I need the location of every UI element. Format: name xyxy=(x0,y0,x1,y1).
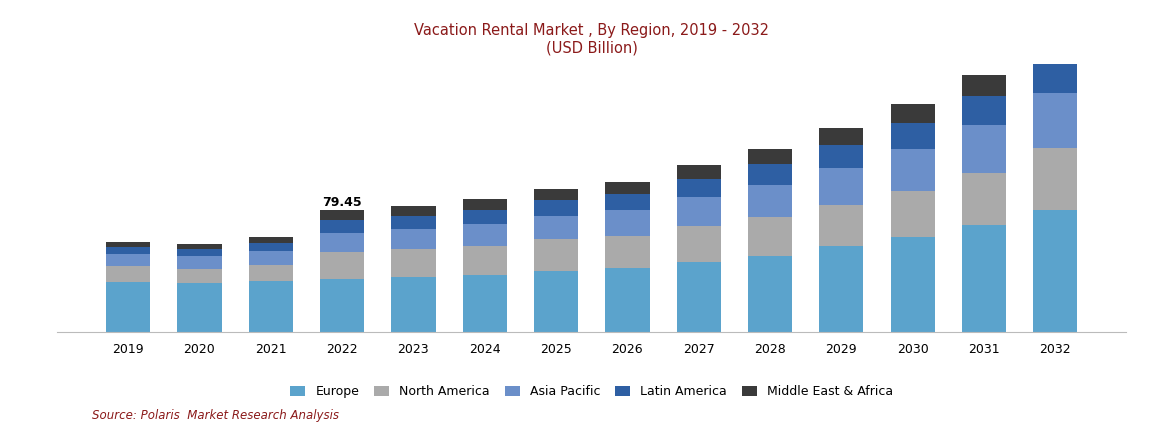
Bar xyxy=(319,210,364,220)
Bar xyxy=(890,191,935,237)
Bar xyxy=(819,145,864,168)
Bar xyxy=(890,149,935,191)
Bar xyxy=(890,123,935,149)
Bar xyxy=(534,239,578,271)
Bar xyxy=(319,233,364,252)
Bar xyxy=(748,256,792,332)
Bar xyxy=(248,251,293,265)
Bar xyxy=(819,127,864,145)
Bar xyxy=(606,210,649,236)
Bar xyxy=(677,262,720,332)
Bar xyxy=(748,217,792,256)
Bar xyxy=(748,149,792,164)
Bar xyxy=(819,246,864,332)
Bar xyxy=(748,164,792,185)
Bar xyxy=(319,279,364,332)
Bar xyxy=(177,244,222,250)
Bar xyxy=(106,266,151,282)
Bar xyxy=(106,282,151,332)
Bar xyxy=(534,271,578,332)
Bar xyxy=(606,182,649,194)
Bar xyxy=(463,275,507,332)
Bar xyxy=(962,173,1007,225)
Bar xyxy=(819,168,864,205)
Bar xyxy=(890,237,935,332)
Bar xyxy=(463,246,507,275)
Bar xyxy=(1033,93,1078,148)
Bar xyxy=(962,75,1007,96)
Bar xyxy=(106,254,151,266)
Bar xyxy=(1033,59,1078,93)
Bar xyxy=(106,242,151,247)
Text: Source: Polaris  Market Research Analysis: Source: Polaris Market Research Analysis xyxy=(92,409,339,422)
Bar xyxy=(177,269,222,283)
Bar xyxy=(106,247,151,254)
Bar xyxy=(1033,35,1078,59)
Title: Vacation Rental Market , By Region, 2019 - 2032
(USD Billion): Vacation Rental Market , By Region, 2019… xyxy=(415,23,769,56)
Bar xyxy=(463,199,507,210)
Bar xyxy=(248,265,293,281)
Bar xyxy=(606,236,649,268)
Bar xyxy=(177,283,222,332)
Bar xyxy=(319,220,364,233)
Bar xyxy=(1033,210,1078,332)
Bar xyxy=(248,243,293,251)
Bar xyxy=(534,189,578,200)
Bar xyxy=(177,250,222,256)
Bar xyxy=(962,96,1007,125)
Bar xyxy=(677,165,720,179)
Bar xyxy=(534,216,578,239)
Text: 79.45: 79.45 xyxy=(322,196,362,209)
Bar xyxy=(677,227,720,262)
Bar xyxy=(606,194,649,210)
Bar xyxy=(392,216,435,229)
Bar xyxy=(677,197,720,227)
Bar xyxy=(319,252,364,279)
Bar xyxy=(392,206,435,216)
Bar xyxy=(463,224,507,246)
Bar xyxy=(748,185,792,217)
Bar xyxy=(962,225,1007,332)
Bar xyxy=(677,179,720,197)
Bar xyxy=(962,125,1007,173)
Bar xyxy=(534,200,578,216)
Bar xyxy=(248,281,293,332)
Legend: Europe, North America, Asia Pacific, Latin America, Middle East & Africa: Europe, North America, Asia Pacific, Lat… xyxy=(286,381,897,402)
Bar xyxy=(890,104,935,123)
Bar xyxy=(1033,148,1078,210)
Bar xyxy=(392,277,435,332)
Bar xyxy=(248,237,293,243)
Bar xyxy=(392,249,435,277)
Bar xyxy=(177,256,222,269)
Bar xyxy=(819,205,864,246)
Bar xyxy=(606,268,649,332)
Bar xyxy=(392,229,435,249)
Bar xyxy=(463,210,507,224)
